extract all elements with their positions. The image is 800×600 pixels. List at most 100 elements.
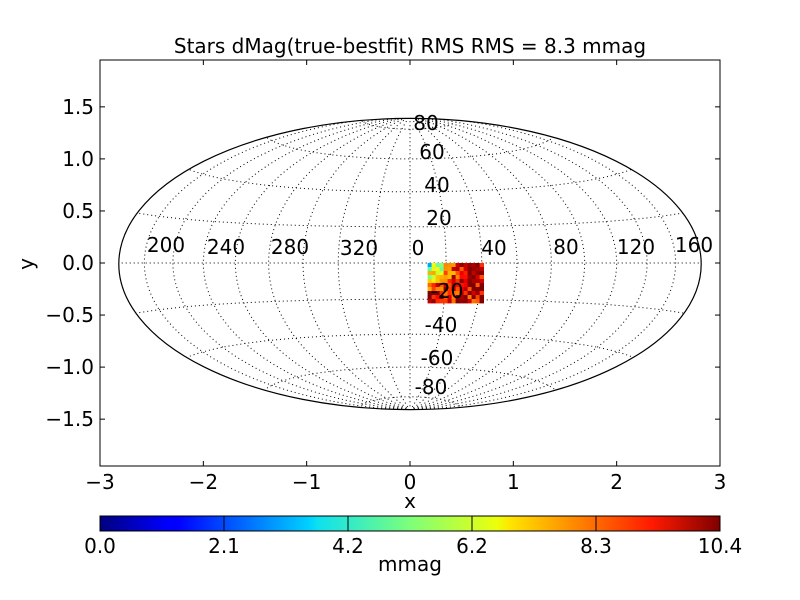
data-cell [471, 267, 476, 272]
longitude-label: 240 [207, 235, 245, 259]
data-cell [439, 287, 444, 292]
data-cell [439, 275, 444, 280]
data-cell [467, 275, 472, 280]
data-cell [443, 295, 448, 300]
data-cell [427, 299, 432, 304]
graticule [118, 118, 702, 410]
x-axis-label: x [404, 489, 416, 513]
data-cell [459, 267, 464, 272]
data-cell [443, 271, 448, 276]
colorbar-tick-label: 2.1 [208, 534, 240, 558]
data-cell [439, 295, 444, 300]
data-cell [435, 283, 440, 288]
data-cell [475, 283, 480, 288]
y-tick-label: −0.5 [45, 303, 94, 327]
data-cell [475, 287, 480, 292]
data-cell [435, 299, 440, 304]
data-cell [471, 299, 476, 304]
data-cell [431, 271, 436, 276]
data-cell [427, 263, 432, 268]
data-cell [459, 291, 464, 296]
longitude-label: 0 [412, 236, 425, 260]
latitude-label: 60 [419, 140, 444, 164]
data-cell [439, 267, 444, 272]
chart-title: Stars dMag(true-bestfit) RMS RMS = 8.3 m… [174, 34, 646, 58]
longitude-label: 160 [675, 233, 713, 257]
longitude-line [409, 118, 518, 410]
data-cell [455, 295, 460, 300]
data-cell [439, 299, 444, 304]
data-cell [455, 283, 460, 288]
y-tick-label: 1.5 [62, 95, 94, 119]
data-cell [427, 287, 432, 292]
data-cell [439, 271, 444, 276]
data-cell [479, 275, 484, 280]
data-cell [439, 283, 444, 288]
latitude-label: -60 [421, 346, 454, 370]
data-cell [455, 287, 460, 292]
data-cell [431, 263, 436, 268]
latitude-label: 80 [413, 111, 438, 135]
x-tick-label: 1 [507, 470, 520, 494]
data-cell [435, 271, 440, 276]
data-cell [431, 267, 436, 272]
data-cell [459, 295, 464, 300]
y-tick-label: 0.5 [62, 199, 94, 223]
longitude-line [409, 118, 586, 410]
data-cell [459, 263, 464, 268]
data-cell [451, 275, 456, 280]
map-boundary [118, 117, 702, 411]
latitude-label: 40 [424, 173, 449, 197]
data-cell [463, 275, 468, 280]
x-tick-label: 2 [610, 470, 623, 494]
data-cell [455, 279, 460, 284]
colorbar-gradient [99, 515, 721, 532]
data-cell [447, 275, 452, 280]
data-cell [479, 295, 484, 300]
data-cell [447, 295, 452, 300]
data-cell [435, 275, 440, 280]
data-cell [479, 267, 484, 272]
data-cell [455, 271, 460, 276]
data-cell [467, 299, 472, 304]
data-cell [455, 263, 460, 268]
data-cell [443, 287, 448, 292]
data-cell [435, 263, 440, 268]
data-cell [471, 295, 476, 300]
data-cell [427, 291, 432, 296]
latitude-line [263, 135, 557, 160]
data-cell [467, 287, 472, 292]
data-cell [451, 263, 456, 268]
data-cell [431, 291, 436, 296]
latitude-line [358, 396, 462, 409]
data-cell [463, 279, 468, 284]
data-cell [471, 291, 476, 296]
data-cell [479, 271, 484, 276]
data-cell [451, 295, 456, 300]
data-cell [463, 283, 468, 288]
data-cell [451, 299, 456, 304]
data-cell [451, 291, 456, 296]
data-cell [443, 291, 448, 296]
data-cell [475, 299, 480, 304]
data-cell [427, 283, 432, 288]
data-cell [455, 291, 460, 296]
data-cell [475, 295, 480, 300]
data-cell [467, 283, 472, 288]
data-cell [443, 279, 448, 284]
data-cell [447, 279, 452, 284]
data-cell [451, 279, 456, 284]
data-cell [471, 279, 476, 284]
x-tick-label: 3 [714, 470, 727, 494]
data-cell [463, 263, 468, 268]
data-cell [431, 275, 436, 280]
data-cell [443, 283, 448, 288]
data-cell [451, 283, 456, 288]
data-cell [451, 271, 456, 276]
data-cell [467, 279, 472, 284]
longitude-label: 120 [617, 235, 655, 259]
data-cell [443, 267, 448, 272]
data-cell [463, 271, 468, 276]
data-cell [471, 287, 476, 292]
colorbar-tick-label: 0.0 [84, 534, 116, 558]
